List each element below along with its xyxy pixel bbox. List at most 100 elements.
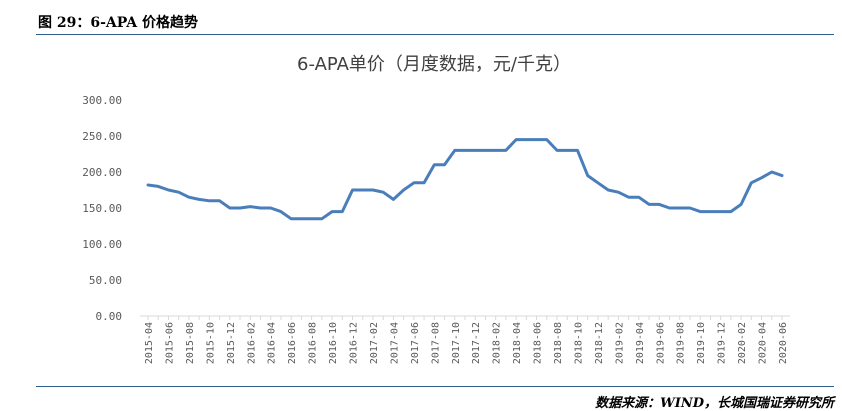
data-point — [147, 184, 149, 186]
data-point — [505, 149, 507, 151]
x-tick-label: 2019-02 — [614, 322, 625, 364]
x-tick-label: 2018-02 — [492, 322, 503, 364]
data-point — [546, 139, 548, 141]
data-point — [556, 149, 558, 151]
x-tick-label: 2016-06 — [287, 322, 298, 364]
data-point — [474, 149, 476, 151]
x-tick-label: 2018-08 — [553, 322, 564, 364]
x-tick-label: 2016-08 — [308, 322, 319, 364]
data-point — [167, 189, 169, 191]
data-point — [617, 191, 619, 193]
x-tick-label: 2015-10 — [205, 322, 216, 364]
y-tick-label: 200.00 — [82, 166, 122, 179]
data-point — [669, 207, 671, 209]
data-point — [597, 182, 599, 184]
data-source: 数据来源：WIND，长城国瑞证券研究所 — [595, 396, 834, 411]
data-point — [444, 164, 446, 166]
data-point — [331, 211, 333, 213]
data-point — [720, 211, 722, 213]
x-tick-label: 2018-04 — [512, 322, 523, 364]
x-tick-label: 2019-04 — [635, 322, 646, 364]
data-point — [270, 207, 272, 209]
data-point — [761, 177, 763, 179]
data-point — [280, 211, 282, 213]
data-point — [638, 196, 640, 198]
y-tick-label: 50.00 — [89, 274, 122, 287]
x-tick-label: 2016-12 — [349, 322, 360, 364]
x-tick-label: 2019-06 — [655, 322, 666, 364]
data-point — [392, 198, 394, 200]
x-tick-label: 2018-10 — [573, 322, 584, 364]
data-point — [423, 182, 425, 184]
data-point — [188, 196, 190, 198]
x-tick-label: 2017-10 — [451, 322, 462, 364]
y-tick-label: 300.00 — [82, 94, 122, 107]
x-tick-label: 2017-08 — [430, 322, 441, 364]
data-point — [566, 149, 568, 151]
data-point — [433, 164, 435, 166]
y-tick-label: 0.00 — [96, 310, 123, 323]
chart-title: 6-APA单价（月度数据，元/千克） — [297, 54, 571, 75]
data-point — [587, 175, 589, 177]
x-tick-label: 2017-12 — [471, 322, 482, 364]
series-layer — [146, 138, 784, 221]
data-point — [290, 218, 292, 220]
data-point — [750, 182, 752, 184]
data-point — [362, 189, 364, 191]
data-point — [229, 207, 231, 209]
x-tick-label: 2016-04 — [267, 322, 278, 364]
data-point — [484, 149, 486, 151]
x-tick-label: 2017-06 — [410, 322, 421, 364]
price-line-chart: 6-APA单价（月度数据，元/千克） 0.00 50.00 100.00 150.00… — [36, 36, 834, 386]
x-tick-label: 2017-02 — [369, 322, 380, 364]
data-point — [536, 139, 538, 141]
data-point — [249, 206, 251, 208]
x-tick-label: 2016-10 — [328, 322, 339, 364]
data-point — [689, 207, 691, 209]
data-point — [525, 139, 527, 141]
x-tick-label: 2015-08 — [185, 322, 196, 364]
data-point — [413, 182, 415, 184]
data-point — [658, 203, 660, 205]
data-point — [679, 207, 681, 209]
figure-header: 图 29：6-APA 价格趋势 — [36, 8, 834, 35]
data-point — [321, 218, 323, 220]
data-point — [208, 200, 210, 202]
data-point — [576, 149, 578, 151]
data-point — [648, 203, 650, 205]
x-tick-label: 2015-06 — [164, 322, 175, 364]
data-point — [781, 175, 783, 177]
x-tick-label: 2016-02 — [246, 322, 257, 364]
data-point — [352, 189, 354, 191]
x-tick-label: 2015-12 — [226, 322, 237, 364]
data-point — [464, 149, 466, 151]
data-point — [157, 185, 159, 187]
x-axis: 2015-04 2015-06 2015-08 2015-10 2015-12 2016-… — [140, 315, 790, 364]
x-tick-label: 2019-12 — [717, 322, 728, 364]
data-point — [730, 211, 732, 213]
data-point — [259, 207, 261, 209]
data-point — [403, 189, 405, 191]
x-tick-label: 2017-04 — [389, 322, 400, 364]
data-point — [341, 211, 343, 213]
data-point — [239, 207, 241, 209]
data-point — [709, 211, 711, 213]
data-point — [454, 149, 456, 151]
x-tick-label: 2020-04 — [758, 322, 769, 364]
figure-footer-rule — [36, 386, 834, 387]
data-point — [300, 218, 302, 220]
data-point — [219, 200, 221, 202]
y-axis: 0.00 50.00 100.00 150.00 200.00 250.00 300.00 — [82, 94, 122, 323]
y-tick-label: 100.00 — [82, 238, 122, 251]
data-point — [178, 191, 180, 193]
data-point — [699, 211, 701, 213]
data-point — [382, 191, 384, 193]
y-tick-label: 150.00 — [82, 202, 122, 215]
data-point — [628, 196, 630, 198]
x-tick-label: 2015-04 — [144, 322, 155, 364]
x-tick-label: 2020-06 — [778, 322, 789, 364]
x-tick-label: 2019-08 — [676, 322, 687, 364]
x-tick-label: 2020-02 — [737, 322, 748, 364]
y-tick-label: 250.00 — [82, 130, 122, 143]
x-tick-label: 2019-10 — [696, 322, 707, 364]
